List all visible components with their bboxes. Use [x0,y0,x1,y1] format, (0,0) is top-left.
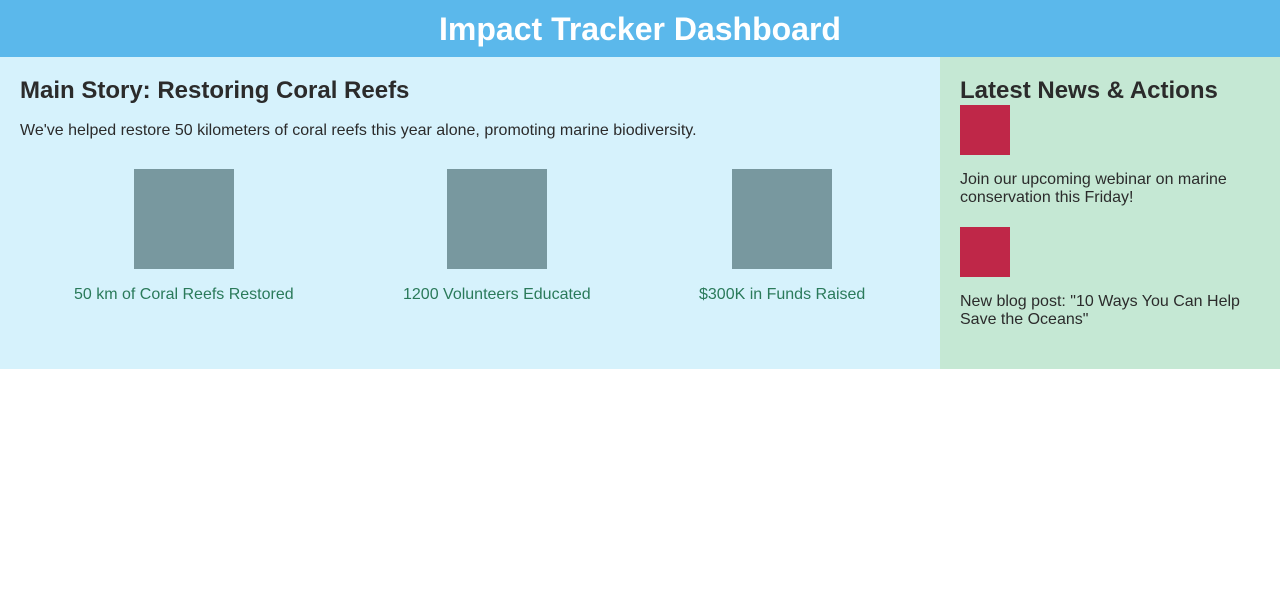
stat-card-volunteers: 1200 Volunteers Educated [403,169,591,304]
main-story-section: Main Story: Restoring Coral Reefs We've … [0,57,940,369]
impact-stats: 50 km of Coral Reefs Restored 1200 Volun… [0,169,940,319]
main-story-summary: We've helped restore 50 kilometers of co… [20,122,697,139]
news-sidebar: Latest News & Actions Join our upcoming … [940,57,1280,369]
stat-label: 1200 Volunteers Educated [403,286,591,303]
news-thumbnail [960,227,1010,277]
stat-card-coral-reefs: 50 km of Coral Reefs Restored [74,169,294,304]
dashboard-header: Impact Tracker Dashboard [0,0,1280,57]
stat-image-placeholder [732,169,833,269]
page-title: Impact Tracker Dashboard [439,10,841,47]
news-text: Join our upcoming webinar on marine cons… [960,171,1227,206]
news-thumbnail [960,105,1010,155]
sidebar-title: Latest News & Actions [960,77,1218,104]
stat-card-funds: $300K in Funds Raised [699,169,865,304]
stat-label: $300K in Funds Raised [699,286,866,303]
news-text: New blog post: "10 Ways You Can Help Sav… [960,293,1240,328]
stat-image-placeholder [446,169,547,269]
news-item-blog-post[interactable]: New blog post: "10 Ways You Can Help Sav… [960,227,1260,329]
stat-label: 50 km of Coral Reefs Restored [74,286,294,303]
main-story-title: Main Story: Restoring Coral Reefs [20,77,410,104]
news-item-webinar[interactable]: Join our upcoming webinar on marine cons… [960,105,1260,207]
stat-image-placeholder [133,169,234,269]
